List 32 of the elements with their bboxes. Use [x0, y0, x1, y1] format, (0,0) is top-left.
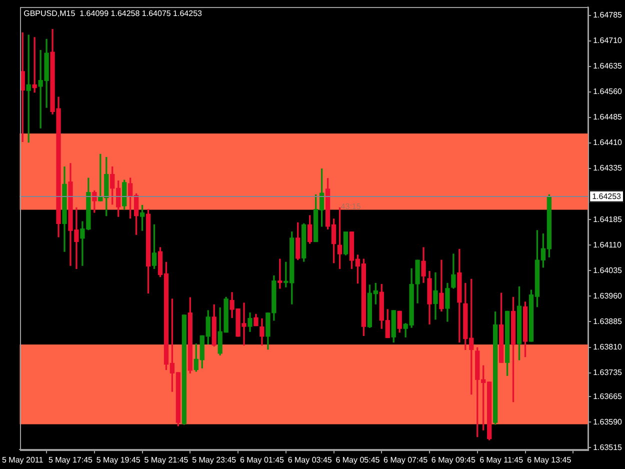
x-tick-label: 6 May 13:45	[527, 455, 572, 464]
x-tick-label: 6 May 01:45	[240, 455, 285, 464]
x-tick-label: 6 May 07:45	[384, 455, 428, 464]
chart-title: GBPUSD,M15 1.64099 1.64258 1.64075 1.64253	[24, 9, 203, 18]
y-tick-label: 1.64635	[593, 62, 623, 71]
x-tick-label: 6 May 11:45	[480, 455, 524, 464]
y-tick-label: 1.64710	[593, 36, 623, 46]
y-tick-label: 1.63735	[593, 368, 623, 377]
y-tick-label: 1.64485	[593, 112, 623, 122]
ref-line-label: 1.64253	[592, 192, 622, 202]
y-tick-label: 1.64785	[593, 10, 623, 20]
y-tick-label: 1.63515	[593, 442, 623, 452]
y-tick-label: 1.64185	[593, 214, 623, 224]
y-tick-label: 1.63960	[593, 291, 623, 300]
y-tick-label: 1.64110	[593, 240, 622, 250]
x-tick-label: 6 May 05:45	[336, 455, 380, 464]
x-tick-label: 5 May 21:45	[144, 455, 189, 464]
y-tick-label: 1.63590	[593, 417, 623, 426]
y-tick-label: 1.63665	[593, 392, 623, 401]
x-tick-label: 6 May 09:45	[431, 455, 476, 464]
x-tick-label: 5 May 23:45	[192, 455, 237, 464]
y-tick-label: 1.64410	[593, 138, 623, 148]
y-tick-label: 1.63810	[593, 342, 623, 352]
annotation: 43:15	[340, 202, 362, 212]
y-tick-label: 1.63885	[593, 316, 623, 326]
y-tick-label: 1.64560	[593, 87, 623, 96]
x-tick-label: 5 May 17:45	[48, 455, 94, 464]
x-tick-label: 6 May 03:45	[288, 455, 332, 464]
x-tick-label: 5 May 2011	[2, 455, 44, 464]
x-tick-label: 5 May 19:45	[96, 455, 141, 464]
y-tick-label: 1.64035	[593, 266, 623, 275]
y-tick-label: 1.64335	[593, 164, 623, 173]
